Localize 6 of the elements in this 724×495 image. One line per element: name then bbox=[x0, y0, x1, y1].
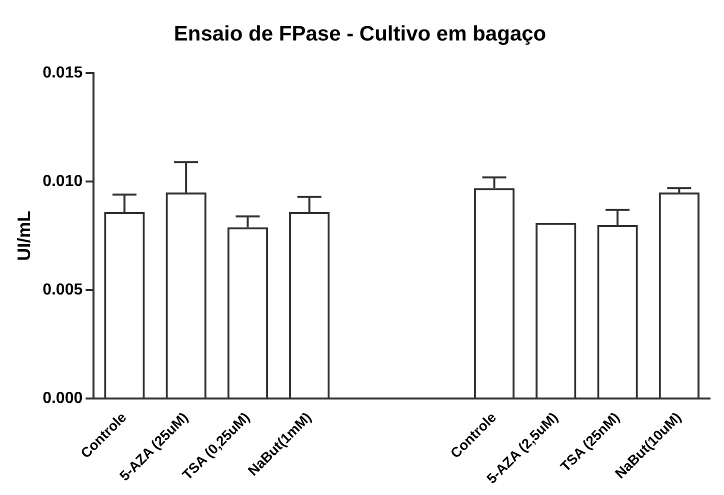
y-axis-title: UI/mL bbox=[14, 210, 34, 261]
y-tick-label: 0.005 bbox=[42, 282, 83, 299]
y-tick-label: 0.010 bbox=[42, 173, 83, 190]
y-tick-label: 0.000 bbox=[42, 390, 83, 407]
chart-title: Ensaio de FPase - Cultivo em bagaço bbox=[174, 22, 546, 46]
y-tick-label: 0.015 bbox=[42, 64, 83, 82]
